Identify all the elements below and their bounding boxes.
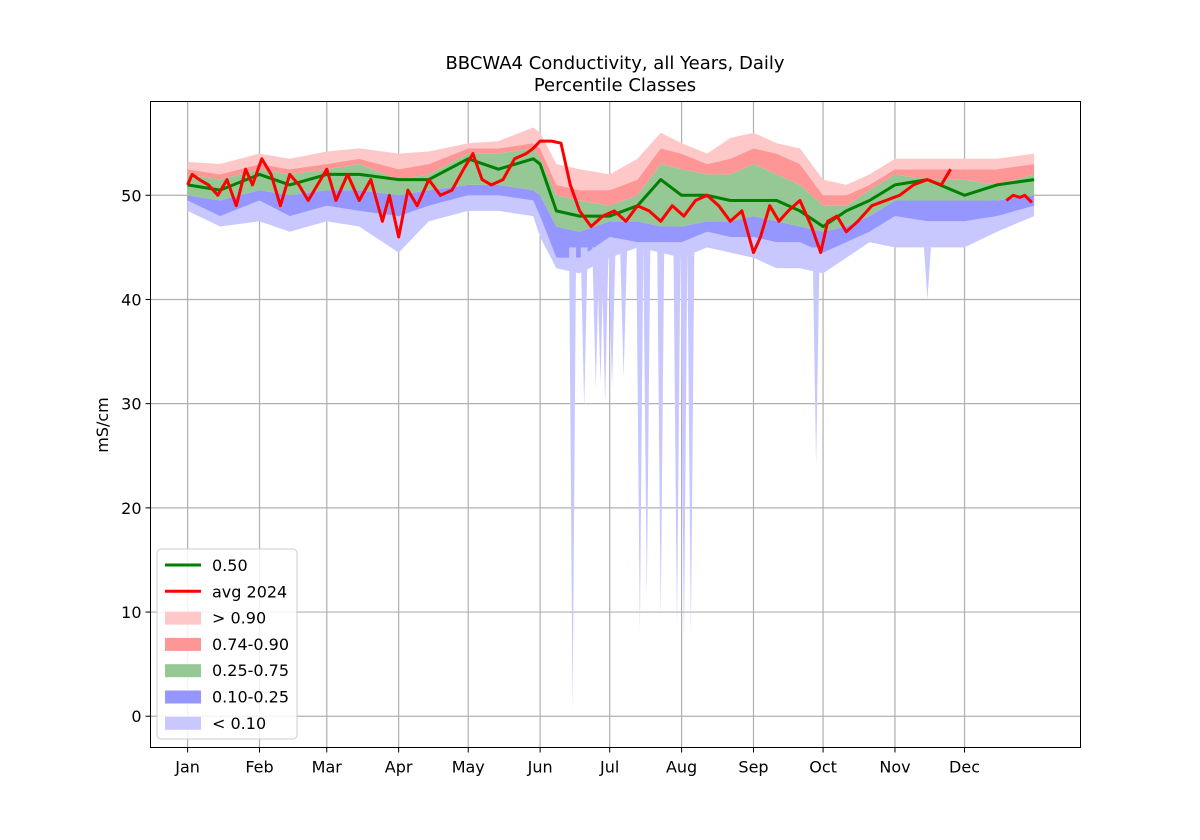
low-dip [580,247,588,409]
legend-label: > 0.90 [212,609,266,628]
x-tick-label: Oct [809,758,837,777]
x-tick-label: Jan [174,758,200,777]
x-tick-label: Jun [527,758,553,777]
avg-2024-line [186,139,952,255]
y-tick-label: 20 [121,499,141,518]
legend-label: 0.50 [212,556,248,575]
band-74-90 [187,143,1035,206]
low-dip [596,247,604,383]
series-lines [186,139,1035,255]
x-tick-label: Apr [385,758,413,777]
x-tick-label: Nov [879,758,910,777]
low-dip [923,247,931,300]
legend-label: 0.25-0.75 [212,661,289,680]
low-dip [673,247,681,628]
legend-patch-swatch [165,690,201,704]
chart-title: BBCWA4 Conductivity, all Years, Daily [445,53,784,74]
legend: 0.50 avg 2024 > 0.90 0.74-0.90 0.25-0.75 0.10… [156,548,298,740]
low-dip [569,247,577,712]
low-dip [592,247,600,389]
y-tick-label: 10 [121,603,141,622]
y-tick-label: 40 [121,290,141,309]
y-tick-label: 30 [121,395,141,414]
low-dip [687,247,695,633]
x-tick-label: Sep [738,758,768,777]
band-25-75 [187,148,1035,232]
chart-subtitle: Percentile Classes [534,75,696,96]
y-axis-label: mS/cm [93,397,112,453]
legend-patch-swatch [165,611,201,625]
avg-2024-line [1005,193,1033,204]
y-axis: 0 10 20 30 40 50 [121,186,151,726]
x-tick-label: May [452,758,485,777]
x-axis: Jan Feb Mar Apr May Jun Jul Aug Sep Oct Nov Dec [174,747,980,777]
low-dip [608,247,616,389]
y-tick-label: 0 [131,707,141,726]
low-dip [657,247,665,618]
legend-patch-swatch [165,637,201,651]
plot-frame [150,101,1081,748]
legend-patch-swatch [165,664,201,678]
legend-label: avg 2024 [212,582,287,601]
x-tick-label: Dec [949,758,980,777]
x-tick-label: Aug [666,758,697,777]
low-dip [680,247,688,644]
legend-label: 0.74-0.90 [212,635,289,654]
x-tick-label: Mar [312,758,343,777]
band-above-90 [187,127,1035,196]
x-tick-label: Feb [245,758,273,777]
y-tick-label: 50 [121,186,141,205]
legend-label: 0.10-0.25 [212,688,289,707]
percentile-bands [187,127,1035,712]
low-dip [812,247,820,467]
low-dip [636,247,644,633]
x-tick-label: Jul [599,758,619,777]
band-below-10 [187,195,1035,274]
legend-label: < 0.10 [212,714,266,733]
low-dip [620,247,628,378]
low-dip [643,247,651,597]
legend-patch-swatch [165,716,201,730]
low-dip [601,247,609,404]
